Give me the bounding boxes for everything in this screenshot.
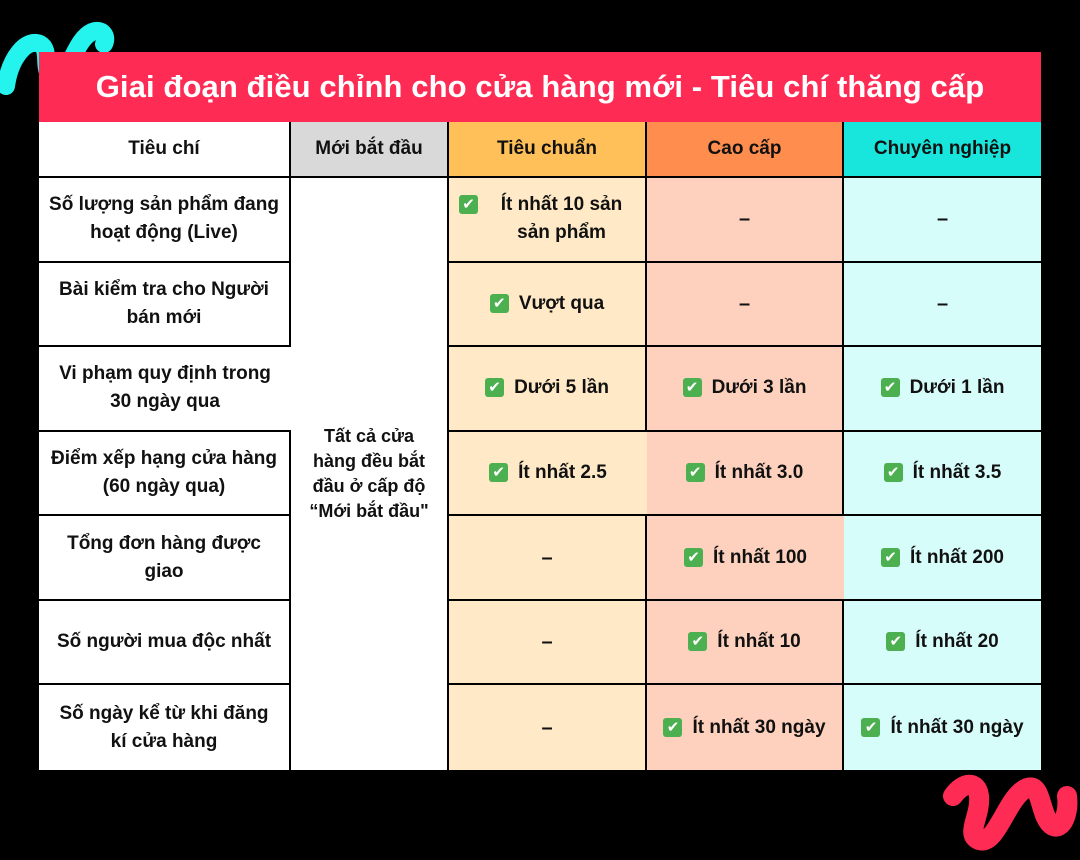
check-mark-icon: ✔ — [489, 462, 509, 482]
check-mark-icon: ✔ — [886, 632, 906, 652]
criteria-table: Tiêu chí Mới bắt đầu Tiêu chuẩn Cao cấp … — [39, 122, 1041, 770]
premium-value-cell: ✔ Ít nhất 100 — [647, 516, 844, 601]
criterion-cell: Bài kiểm tra cho Người bán mới — [39, 262, 291, 348]
requirement-value: ✔ Ít nhất 200 — [881, 544, 1004, 572]
requirement-text: Ít nhất 10 sản sản phẩm — [500, 194, 623, 244]
check-mark-icon: ✔ — [489, 293, 509, 313]
header-pro: Chuyên nghiệp — [844, 122, 1041, 178]
pro-value-cell: ✔ Ít nhất 20 — [844, 600, 1041, 686]
requirement-text: Ít nhất 100 — [713, 546, 807, 568]
standard-value-cell: ✔ Ít nhất 10 sản sản phẩm — [449, 178, 647, 263]
empty-dash: – — [738, 292, 751, 315]
check-mark-icon: ✔ — [685, 462, 705, 482]
criterion-cell: Số người mua độc nhất — [39, 600, 291, 686]
requirement-text: Ít nhất 20 — [915, 631, 999, 653]
standard-value-cell: ✔ Dưới 5 lần — [449, 347, 647, 432]
pro-value-cell: ✔ Ít nhất 30 ngày — [844, 685, 1041, 770]
criterion-cell: Vi phạm quy định trong 30 ngày qua — [39, 347, 291, 432]
premium-value-cell: ✔ Ít nhất 30 ngày — [647, 685, 844, 770]
pro-value-cell: ✔ Dưới 1 lần — [844, 347, 1041, 432]
standard-value-cell: – — [449, 685, 647, 770]
pro-value-cell: – — [844, 178, 1041, 263]
premium-value-cell: ✔ Ít nhất 10 — [647, 600, 844, 686]
empty-dash: – — [541, 716, 553, 739]
requirement-text: Ít nhất 3.5 — [912, 461, 1002, 483]
criterion-cell: Số lượng sản phẩm đang hoạt động (Live) — [39, 178, 291, 263]
requirement-value: ✔ Dưới 1 lần — [880, 374, 1005, 402]
pro-value-cell: – — [844, 262, 1041, 348]
standard-value-cell: ✔ Vượt qua — [449, 262, 647, 348]
pro-value-cell: ✔ Ít nhất 200 — [844, 516, 1041, 601]
check-mark-icon: ✔ — [881, 547, 900, 567]
requirement-value: ✔ Ít nhất 10 — [688, 628, 801, 656]
header-premium: Cao cấp — [647, 122, 844, 178]
check-mark-icon: ✔ — [861, 717, 881, 737]
premium-value-cell: ✔ Ít nhất 3.0 — [647, 431, 844, 517]
premium-value-cell: – — [647, 262, 844, 348]
standard-value-cell: – — [449, 600, 647, 686]
requirement-text: Ít nhất 3.0 — [714, 461, 804, 483]
requirement-value: ✔ Dưới 3 lần — [682, 374, 807, 402]
requirement-value: ✔ Ít nhất 3.5 — [883, 459, 1002, 487]
requirement-value: ✔ Ít nhất 3.0 — [685, 459, 804, 487]
standard-value-cell: – — [449, 516, 647, 601]
standard-value-cell: ✔ Ít nhất 2.5 — [449, 431, 647, 517]
check-mark-icon: ✔ — [663, 717, 683, 737]
requirement-text: Ít nhất 30 ngày — [890, 716, 1024, 738]
requirement-value: ✔ Dưới 5 lần — [485, 374, 609, 402]
check-mark-icon: ✔ — [684, 547, 703, 567]
empty-dash: – — [541, 546, 553, 569]
criterion-cell: Tổng đơn hàng được giao — [39, 516, 291, 601]
empty-dash: – — [541, 631, 553, 654]
pro-value-cell: ✔ Ít nhất 3.5 — [844, 431, 1041, 517]
requirement-text: Dưới 3 lần — [711, 377, 807, 399]
empty-dash: – — [936, 208, 949, 231]
criterion-cell: Điểm xếp hạng cửa hàng (60 ngày qua) — [39, 431, 291, 517]
red-squiggle-decoration — [943, 774, 1078, 851]
new-tier-note: Tất cả cửa hàng đều bắt đầu ở cấp độ “Mớ… — [291, 178, 449, 770]
requirement-text: Ít nhất 30 ngày — [692, 716, 826, 738]
requirement-value: ✔ Ít nhất 20 — [886, 628, 999, 656]
requirement-text: Dưới 1 lần — [909, 377, 1005, 399]
check-mark-icon: ✔ — [880, 378, 900, 398]
premium-value-cell: ✔ Dưới 3 lần — [647, 347, 844, 432]
criterion-cell: Số ngày kể từ khi đăng kí cửa hàng — [39, 685, 291, 770]
empty-dash: – — [936, 292, 949, 315]
header-standard: Tiêu chuẩn — [449, 122, 647, 178]
header-criteria: Tiêu chí — [39, 122, 291, 178]
requirement-text: Ít nhất 2.5 — [518, 461, 607, 483]
requirement-value: ✔ Ít nhất 30 ngày — [663, 714, 826, 742]
requirement-value: ✔ Ít nhất 100 — [684, 544, 807, 572]
requirement-value: ✔ Ít nhất 30 ngày — [861, 714, 1024, 742]
requirement-value: ✔ Ít nhất 2.5 — [489, 459, 607, 487]
check-mark-icon: ✔ — [485, 378, 505, 398]
check-mark-icon: ✔ — [682, 378, 702, 398]
requirement-value: ✔ Ít nhất 10 sản sản phẩm — [459, 191, 635, 247]
requirement-text: Ít nhất 200 — [910, 546, 1004, 568]
page-title: Giai đoạn điều chỉnh cho cửa hàng mới - … — [39, 52, 1041, 122]
requirement-value: ✔ Vượt qua — [489, 290, 605, 318]
header-new: Mới bắt đầu — [291, 122, 449, 178]
empty-dash: – — [738, 208, 751, 231]
check-mark-icon: ✔ — [883, 462, 903, 482]
requirement-text: Dưới 5 lần — [514, 377, 609, 399]
requirement-text: Vượt qua — [518, 292, 605, 314]
check-mark-icon: ✔ — [459, 195, 478, 215]
premium-value-cell: – — [647, 178, 844, 263]
requirement-text: Ít nhất 10 — [717, 631, 801, 653]
check-mark-icon: ✔ — [688, 632, 708, 652]
